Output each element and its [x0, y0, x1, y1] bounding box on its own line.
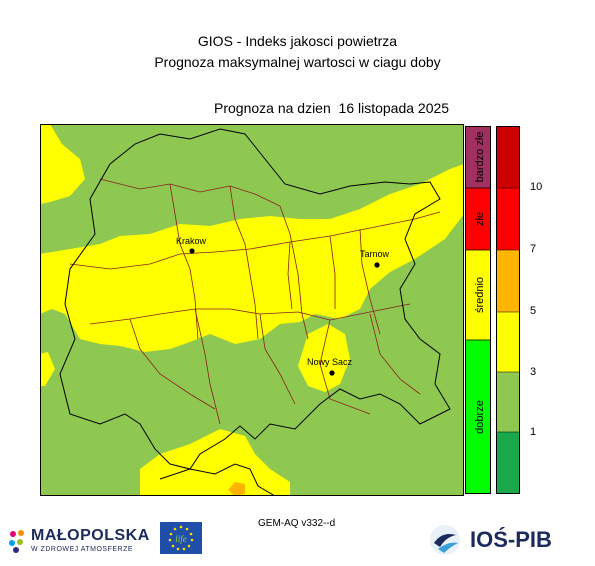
city-nowy-sacz: Nowy Sacz [307, 357, 353, 376]
city-label-nowy-sacz: Nowy Sacz [307, 357, 353, 367]
model-label: GEM-AQ v332--d [258, 518, 336, 529]
legend-label-very-bad: bardzo złe [474, 132, 486, 183]
ios-pib-logo-name: IOŚ-PIB [470, 527, 552, 552]
scale-band-4 [496, 312, 520, 372]
eu-life-logo: life [160, 522, 202, 554]
legend-label-bad: złe [474, 212, 486, 226]
city-label-tarnow: Tarnow [360, 249, 390, 259]
southern-border [159, 463, 276, 496]
legend-cat-moderate [465, 250, 491, 340]
yellow-zone-northwest [40, 124, 85, 204]
malopolska-logo: MAŁOPOLSKA W ZDROWEJ ATMOSFERZE [5, 524, 155, 560]
yellow-zone-west [40, 352, 55, 386]
map-title: GIOS - Indeks jakosci powietrza [197, 33, 398, 49]
legend-cat-very-bad [465, 126, 491, 188]
forecast-map: Krakow Tarnow Nowy Sacz [40, 124, 464, 496]
forecast-date: Prognoza na dzien 16 listopada 2025 [214, 100, 450, 116]
value-scale [496, 126, 520, 494]
scale-band-3 [496, 250, 520, 312]
eu-life-text: life [175, 534, 187, 544]
eu-stars-icon: life [168, 525, 194, 551]
legend-cat-bad [465, 188, 491, 250]
ios-pib-logo-icon [430, 525, 460, 555]
orange-spot [228, 482, 245, 496]
scale-band-2 [496, 188, 520, 250]
city-krakow: Krakow [176, 236, 207, 254]
ios-pib-logo: IOŚ-PIB [426, 522, 566, 558]
legend-label-moderate: średnio [474, 277, 486, 313]
county-borders [69, 178, 441, 425]
yellow-zone-nowy-sacz [298, 324, 350, 392]
yellow-zone-main [40, 164, 464, 352]
scale-tick-3: 3 [530, 366, 537, 378]
region-border [59, 128, 451, 470]
scale-band-5 [496, 372, 520, 432]
category-legend: bardzo złe złe średnio dobrze [465, 126, 491, 494]
scale-tick-1: 1 [530, 426, 537, 438]
scale-band-6 [496, 432, 520, 494]
map-subtitle: Prognoza maksymalnej wartosci w ciagu do… [154, 54, 441, 70]
scale-tick-10: 10 [530, 181, 543, 193]
scale-band-1 [496, 126, 520, 188]
scale-tick-5: 5 [530, 305, 537, 317]
legend-cat-good [465, 340, 491, 494]
malopolska-logo-tagline: W ZDROWEJ ATMOSFERZE [31, 546, 134, 553]
yellow-zone-south [140, 429, 290, 496]
malopolska-logo-name: MAŁOPOLSKA [31, 527, 150, 544]
city-label-krakow: Krakow [176, 236, 207, 246]
malopolska-logo-icon [9, 530, 24, 553]
city-tarnow: Tarnow [360, 249, 390, 268]
scale-tick-7: 7 [530, 243, 537, 255]
legend-label-good: dobrze [474, 400, 486, 434]
